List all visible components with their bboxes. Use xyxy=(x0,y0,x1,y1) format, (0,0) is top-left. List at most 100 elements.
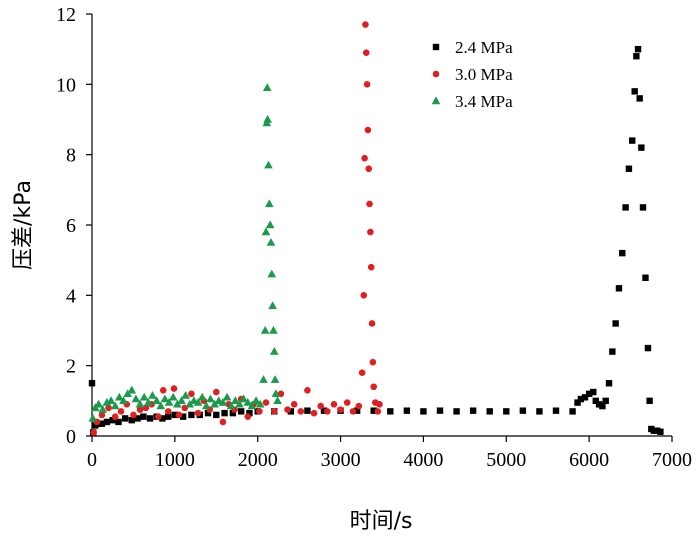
data-point xyxy=(605,380,613,387)
data-point xyxy=(222,392,232,401)
data-point xyxy=(265,199,274,208)
data-point xyxy=(237,408,245,415)
y-tick-label: 2 xyxy=(66,356,76,378)
data-point xyxy=(110,401,120,410)
data-point xyxy=(330,401,338,408)
data-point xyxy=(139,392,149,401)
data-point xyxy=(287,408,295,415)
data-point xyxy=(420,408,427,415)
axes xyxy=(91,14,672,437)
data-point xyxy=(181,390,190,399)
data-point xyxy=(363,81,371,88)
data-point xyxy=(310,409,318,417)
data-point xyxy=(284,406,291,413)
data-point xyxy=(109,416,116,424)
data-point xyxy=(653,427,661,434)
data-point xyxy=(364,126,372,134)
x-tick-label: 0 xyxy=(87,449,97,471)
data-point xyxy=(256,408,263,415)
data-point xyxy=(135,399,145,408)
data-point xyxy=(219,418,227,426)
data-point xyxy=(115,418,122,426)
legend-label: 2.4 MPa xyxy=(455,38,513,57)
data-point xyxy=(436,407,444,414)
data-point xyxy=(657,428,664,435)
data-point xyxy=(170,385,178,392)
data-point xyxy=(115,392,124,401)
y-tick-label: 6 xyxy=(66,215,76,237)
data-point xyxy=(263,114,272,123)
data-point xyxy=(592,397,599,405)
data-point xyxy=(231,396,240,405)
data-point xyxy=(612,320,619,327)
data-point xyxy=(358,369,366,377)
data-point xyxy=(88,413,98,422)
data-point xyxy=(177,396,186,405)
data-point xyxy=(88,380,96,387)
tick-labels: 0 1000 2000 3000 4000 5000 6000 7000 0 2 4 6 8 10 12 xyxy=(56,4,692,471)
x-axis-title: 时间/s xyxy=(350,509,413,534)
data-point xyxy=(642,274,649,281)
data-point xyxy=(179,413,187,420)
data-point xyxy=(171,411,179,419)
data-point xyxy=(619,249,626,257)
data-point xyxy=(247,401,257,410)
data-point xyxy=(136,406,144,413)
data-point xyxy=(229,409,237,417)
data-point xyxy=(119,396,128,405)
data-point xyxy=(486,408,493,415)
data-point xyxy=(131,394,141,403)
data-point xyxy=(574,399,581,406)
data-point xyxy=(270,375,280,383)
data-point xyxy=(629,137,636,144)
series-2 xyxy=(90,21,383,436)
data-point xyxy=(273,396,282,405)
data-point xyxy=(633,53,640,60)
data-point xyxy=(206,394,215,403)
data-point xyxy=(304,407,311,414)
x-tick-label: 6000 xyxy=(569,449,609,471)
data-point xyxy=(638,144,645,151)
data-point xyxy=(255,399,265,408)
x-tick-label: 7000 xyxy=(652,449,692,471)
data-point xyxy=(261,227,271,236)
data-point xyxy=(213,411,220,419)
tick-marks xyxy=(86,13,673,442)
data-point xyxy=(368,320,376,327)
data-point xyxy=(639,204,647,211)
data-point xyxy=(262,83,272,92)
data-point xyxy=(152,396,161,405)
legend-marker xyxy=(431,96,441,105)
data-point xyxy=(370,407,377,414)
data-point xyxy=(251,396,261,405)
y-tick-label: 4 xyxy=(66,285,76,307)
data-point xyxy=(121,415,129,422)
data-point xyxy=(290,401,298,408)
data-point xyxy=(469,407,477,414)
data-point xyxy=(317,402,324,410)
data-point xyxy=(202,401,211,410)
data-point xyxy=(159,386,167,394)
legend-marker xyxy=(432,43,440,51)
data-point xyxy=(243,397,253,406)
data-point xyxy=(343,399,351,406)
data-point xyxy=(631,88,638,95)
y-tick-label: 8 xyxy=(66,145,76,167)
data-point xyxy=(634,45,642,53)
x-tick-label: 1000 xyxy=(155,449,195,471)
data-point xyxy=(370,383,378,391)
data-point xyxy=(636,95,643,102)
data-point xyxy=(90,429,97,436)
data-point xyxy=(160,394,170,403)
data-point xyxy=(117,408,125,415)
data-point xyxy=(246,409,253,417)
data-point xyxy=(362,21,369,28)
data-point xyxy=(259,375,268,383)
data-point xyxy=(92,422,99,429)
data-point xyxy=(175,411,183,419)
data-point xyxy=(266,237,276,246)
series-3 xyxy=(88,83,282,422)
data-point xyxy=(98,405,108,413)
data-point xyxy=(218,397,228,406)
